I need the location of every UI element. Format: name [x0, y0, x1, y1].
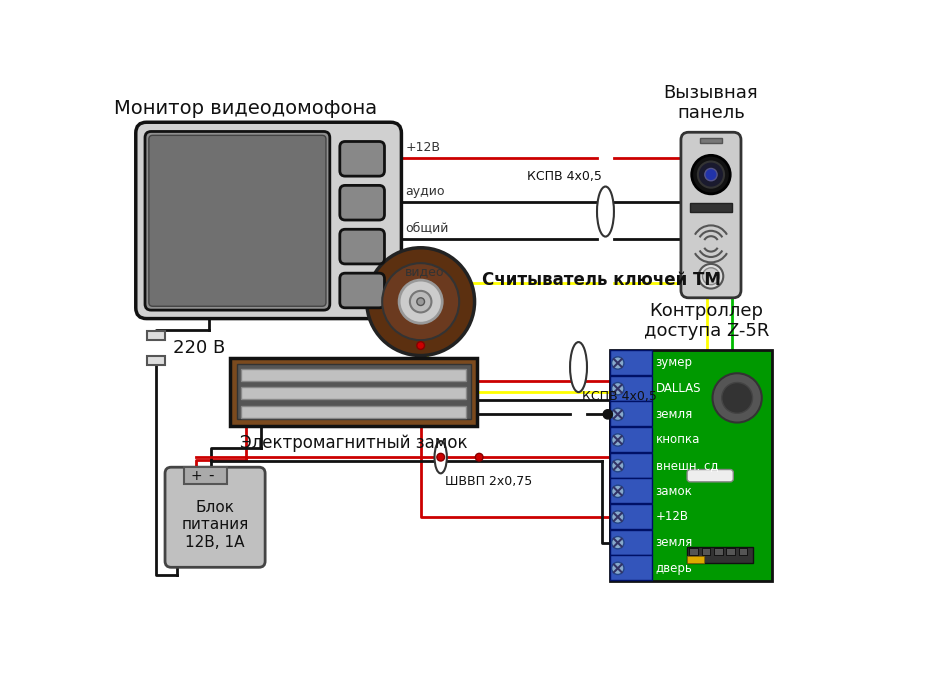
FancyBboxPatch shape	[145, 132, 330, 310]
Bar	[185, 467, 226, 484]
Circle shape	[611, 382, 624, 395]
Circle shape	[475, 453, 483, 461]
FancyBboxPatch shape	[340, 142, 385, 176]
Bar	[610, 453, 652, 477]
Text: внешн. сд: внешн. сд	[655, 459, 718, 472]
Circle shape	[410, 291, 432, 312]
Bar	[687, 556, 704, 562]
Bar	[702, 548, 710, 555]
Bar	[146, 356, 165, 365]
Bar	[241, 387, 466, 399]
Circle shape	[603, 410, 612, 419]
Bar	[146, 331, 165, 340]
Text: +12В: +12В	[405, 140, 440, 153]
FancyBboxPatch shape	[136, 122, 402, 319]
Bar	[700, 138, 721, 143]
FancyBboxPatch shape	[687, 469, 733, 482]
Bar	[739, 548, 747, 555]
Text: земля: земля	[655, 536, 692, 549]
FancyBboxPatch shape	[340, 186, 385, 220]
Circle shape	[699, 264, 723, 288]
FancyBboxPatch shape	[340, 229, 385, 264]
Circle shape	[611, 434, 624, 446]
Bar	[610, 479, 652, 503]
Bar	[237, 364, 471, 419]
FancyBboxPatch shape	[165, 467, 265, 567]
Bar	[690, 548, 698, 555]
Ellipse shape	[570, 342, 587, 392]
Text: Монитор видеодомофона: Монитор видеодомофона	[114, 99, 377, 118]
Circle shape	[382, 263, 459, 340]
Bar	[610, 350, 772, 581]
Text: замок: замок	[655, 485, 692, 498]
Text: +: +	[190, 469, 201, 483]
Bar	[610, 376, 652, 401]
Text: ШВВП 2х0,75: ШВВП 2х0,75	[445, 475, 532, 488]
Text: зумер: зумер	[655, 356, 692, 369]
Bar	[241, 369, 466, 381]
Ellipse shape	[597, 186, 614, 236]
FancyBboxPatch shape	[681, 132, 741, 298]
FancyBboxPatch shape	[149, 136, 326, 306]
Bar	[610, 427, 652, 452]
Text: КСПВ 4х0,5: КСПВ 4х0,5	[527, 171, 602, 184]
Circle shape	[712, 373, 761, 423]
Circle shape	[611, 562, 624, 575]
Text: дверь: дверь	[655, 562, 692, 575]
Circle shape	[611, 536, 624, 549]
Circle shape	[399, 280, 442, 323]
Text: DALLAS: DALLAS	[655, 382, 701, 395]
Text: Считыватель ключей ТМ: Считыватель ключей ТМ	[482, 271, 721, 289]
Text: Контроллер
доступа Z-5R: Контроллер доступа Z-5R	[644, 301, 769, 340]
Text: аудио: аудио	[405, 185, 445, 197]
Text: КСПВ 4х0,5: КСПВ 4х0,5	[582, 390, 657, 403]
Text: видео: видео	[405, 266, 445, 279]
Text: кнопка: кнопка	[655, 434, 700, 447]
Text: +12В: +12В	[655, 510, 689, 523]
Text: Блок
питания
12В, 1А: Блок питания 12В, 1А	[182, 500, 249, 550]
Bar	[687, 547, 752, 564]
Bar	[230, 358, 477, 425]
Bar	[610, 401, 652, 426]
Circle shape	[417, 342, 424, 349]
Text: общий: общий	[405, 221, 448, 234]
Circle shape	[611, 357, 624, 369]
Circle shape	[692, 155, 730, 194]
Circle shape	[705, 169, 717, 181]
Bar	[610, 504, 652, 529]
Text: Вызывная
панель: Вызывная панель	[664, 84, 759, 123]
Circle shape	[367, 248, 474, 356]
Bar	[610, 556, 652, 580]
Bar	[726, 548, 734, 555]
Text: 220 В: 220 В	[172, 339, 225, 357]
Text: земля: земля	[655, 408, 692, 421]
Circle shape	[703, 268, 720, 285]
Bar	[714, 548, 722, 555]
Circle shape	[611, 460, 624, 472]
Circle shape	[417, 298, 424, 306]
Circle shape	[611, 511, 624, 523]
Circle shape	[437, 453, 445, 461]
FancyBboxPatch shape	[340, 273, 385, 308]
Circle shape	[698, 162, 724, 188]
Bar	[241, 406, 466, 418]
Ellipse shape	[434, 441, 446, 473]
Bar	[610, 530, 652, 555]
Circle shape	[721, 382, 752, 413]
Circle shape	[611, 408, 624, 421]
Bar	[610, 350, 652, 375]
Bar	[691, 203, 732, 212]
Text: -: -	[209, 468, 214, 483]
Text: Электромагнитный замок: Электромагнитный замок	[240, 434, 468, 451]
Circle shape	[611, 485, 624, 497]
